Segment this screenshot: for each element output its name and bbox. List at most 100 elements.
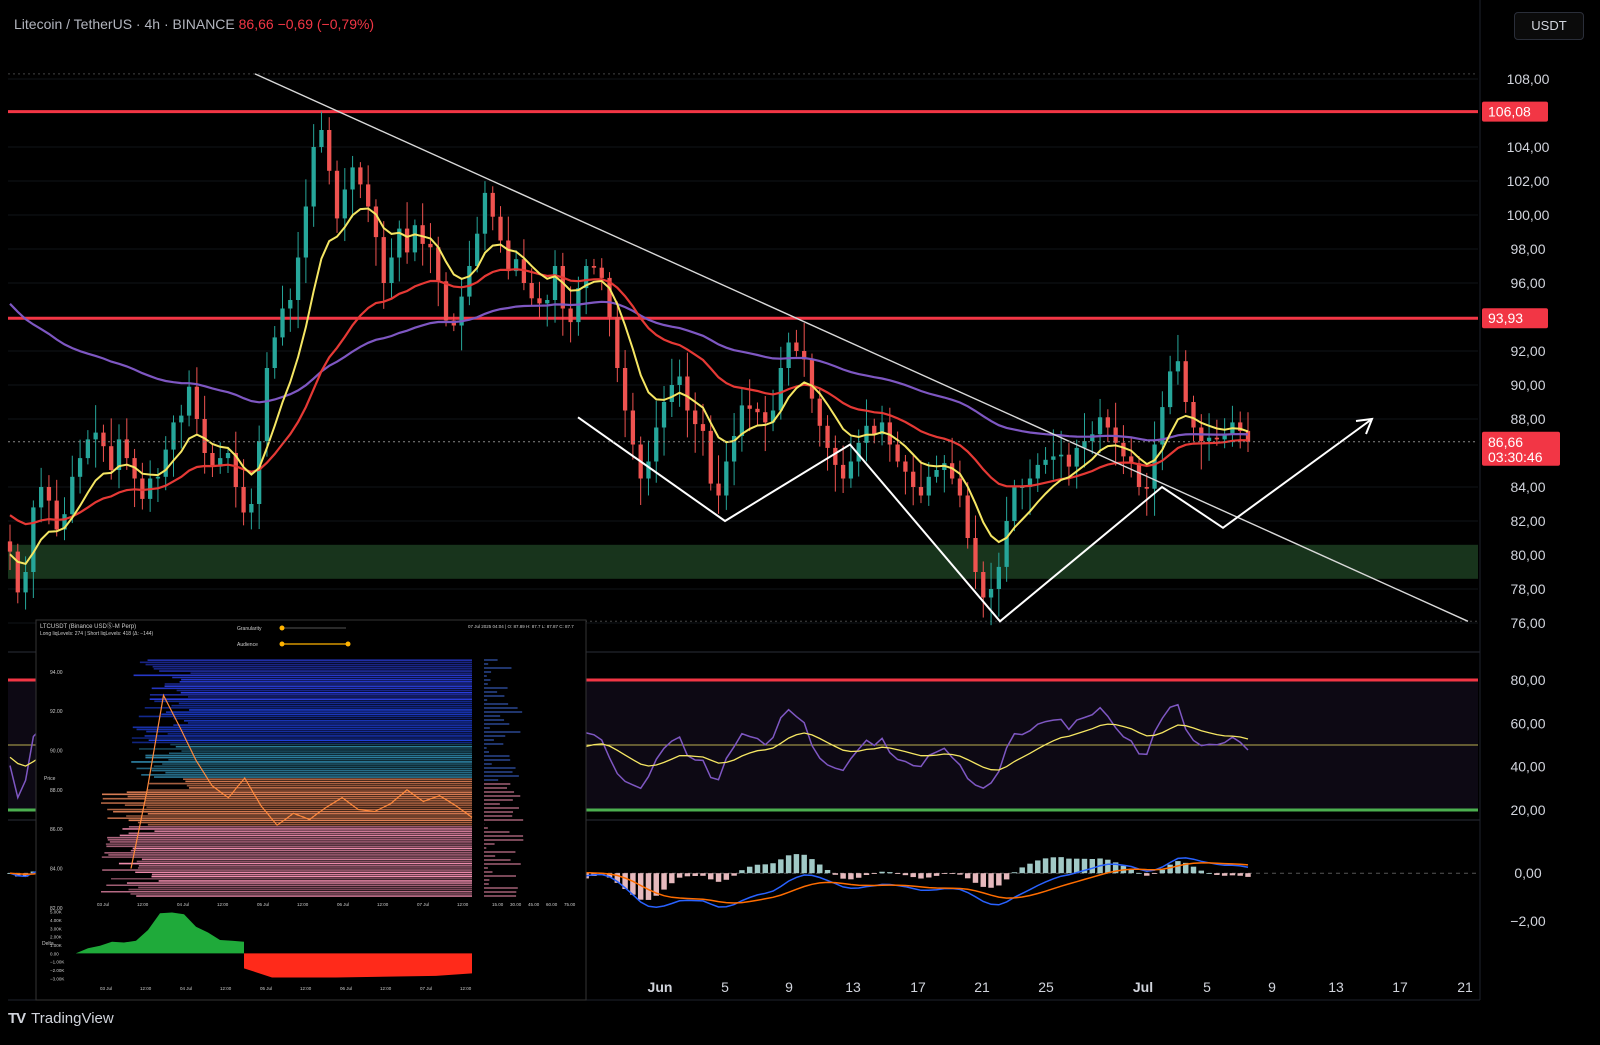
candle-body <box>342 189 347 219</box>
candle-body <box>171 422 176 450</box>
candle-body <box>1074 447 1079 467</box>
inset-timestamp: 07 Jul 2025 04:04 | O: 87.89 H: 87.7 L: … <box>468 624 574 629</box>
delta-time-tick: 04 Jul <box>180 986 192 991</box>
candle-body <box>1058 454 1064 457</box>
inset-side-tick: 30.00 <box>510 902 522 907</box>
candle-body <box>264 368 270 442</box>
candle-body <box>988 589 994 598</box>
candle-body <box>249 504 254 513</box>
candle-body <box>747 405 752 409</box>
candle-body <box>731 436 737 462</box>
candle-body <box>693 410 698 425</box>
candle-body <box>420 225 425 244</box>
candle-body <box>31 507 36 572</box>
macd-histogram-bar <box>848 873 854 880</box>
candle-body <box>1027 478 1033 487</box>
candle-body <box>1160 407 1165 445</box>
price-tick-label: 92,00 <box>1510 343 1545 359</box>
candle-body <box>1129 456 1134 464</box>
macd-histogram-bar <box>700 873 706 876</box>
candle-body <box>926 476 931 496</box>
footer-brand[interactable]: TV TradingView <box>8 1010 114 1027</box>
price-tick-label: 80,00 <box>1510 547 1545 563</box>
candle-body <box>887 422 892 445</box>
candle-body <box>965 495 970 538</box>
interval[interactable]: 4h <box>144 16 161 32</box>
price-tick-label: 100,00 <box>1507 207 1550 223</box>
macd-histogram-bar <box>1105 859 1111 874</box>
time-tick-label: 21 <box>974 979 990 995</box>
candle-body <box>225 453 231 459</box>
macd-histogram-bar <box>1182 862 1189 874</box>
currency-button[interactable]: USDT <box>1514 12 1584 40</box>
candle-body <box>591 266 597 268</box>
candle-body <box>1238 422 1243 431</box>
inset-audience-label: Audience <box>237 642 258 648</box>
candle-body <box>1004 521 1009 567</box>
macd-histogram-bar <box>894 873 901 874</box>
candle-body <box>381 237 386 283</box>
price-tick-label: 84,00 <box>1510 479 1545 495</box>
liquidation-inset: LTCUSDT (Binance USDⓈ-M Perp)Long liqLev… <box>35 619 587 1001</box>
candle-body <box>1152 444 1157 489</box>
macd-histogram-bar <box>887 872 893 874</box>
macd-histogram-bar <box>1190 866 1197 874</box>
candle-body <box>295 257 301 300</box>
candle-body <box>366 184 371 207</box>
inset-title: LTCUSDT (Binance USDⓈ-M Perp) <box>40 622 136 630</box>
time-tick-label: 5 <box>1203 979 1211 995</box>
inset-price-tick: 90.00 <box>50 748 63 754</box>
candle-body <box>833 447 838 465</box>
macd-histogram-bar <box>1245 873 1251 877</box>
candle-body <box>218 458 223 467</box>
tradingview-logo-icon: TV <box>8 1010 26 1027</box>
macd-histogram-bar <box>708 873 714 880</box>
symbol-header[interactable]: Litecoin / TetherUS · 4h · BINANCE 86,66… <box>14 16 374 32</box>
delta-time-tick: 03 Jul <box>100 986 112 991</box>
candle-body <box>202 419 207 453</box>
candle-body <box>85 439 91 459</box>
candle-body <box>1012 487 1017 521</box>
candle-body <box>911 471 916 487</box>
macd-histogram-bar <box>614 873 621 883</box>
macd-histogram-bar <box>606 873 613 878</box>
inset-price-line <box>130 693 473 869</box>
macd-histogram-bar <box>949 873 955 874</box>
macd-histogram-bar <box>785 855 792 874</box>
candle-body <box>560 266 565 309</box>
price-change: −0,69 (−0,79%) <box>277 16 375 32</box>
macd-histogram-bar <box>1159 869 1166 874</box>
macd-histogram-bar <box>1229 873 1236 876</box>
inset-time-tick: 12:00 <box>217 902 229 907</box>
macd-histogram-bar <box>1019 867 1025 874</box>
delta-axis-label: Delta <box>42 941 54 947</box>
macd-histogram-bar <box>980 873 986 887</box>
candle-body <box>840 464 846 479</box>
candle-body <box>903 461 908 472</box>
exchange: BINANCE <box>172 16 235 32</box>
macd-histogram-bar <box>762 864 768 874</box>
support-zone <box>8 544 1478 579</box>
granularity-knob <box>279 625 285 631</box>
price-tick-label: 76,00 <box>1510 615 1545 631</box>
delta-negative-area <box>244 953 472 978</box>
macd-histogram-bar <box>731 873 737 876</box>
candle-body <box>685 376 690 411</box>
candle-body <box>140 478 145 499</box>
symbol-name[interactable]: Litecoin / TetherUS <box>14 16 133 32</box>
inset-time-tick: 03 Jul <box>97 902 109 907</box>
candle-body <box>934 470 939 477</box>
inset-time-tick: 05 Jul <box>257 902 269 907</box>
candle-body <box>475 233 480 266</box>
candle-body <box>389 257 394 283</box>
macd-histogram-bar <box>754 864 761 874</box>
candle-body <box>856 442 861 462</box>
inset-price-tick: 82.00 <box>50 906 63 912</box>
header-separator: · <box>135 16 145 32</box>
inset-price-tick: 92.00 <box>50 709 63 715</box>
inset-time-tick: 12:00 <box>137 902 149 907</box>
ema-slow-line <box>9 300 1249 442</box>
descending-trendline <box>254 73 1469 622</box>
candle-body <box>280 308 285 338</box>
macd-histogram-bar <box>676 873 683 878</box>
